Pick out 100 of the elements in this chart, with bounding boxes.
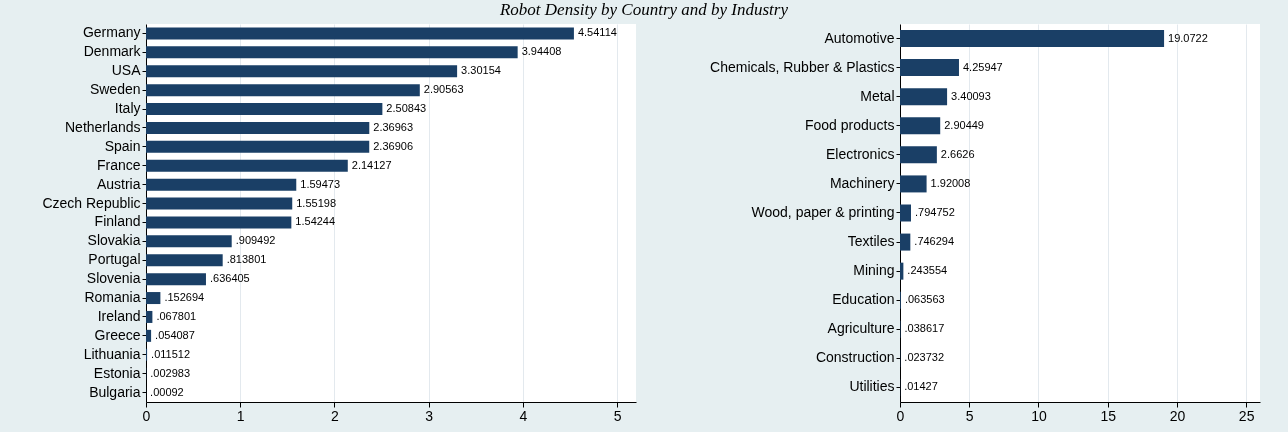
x-tick-label: 20 [1169, 407, 1186, 424]
data-label: 2.6626 [940, 147, 975, 160]
x-tick-label: 3 [425, 407, 434, 424]
bar [900, 233, 911, 251]
data-label: .038617 [904, 322, 945, 335]
y-tick-label: Denmark [83, 43, 142, 60]
data-label: 19.0722 [1168, 31, 1208, 44]
y-tick-label: Slovenia [86, 270, 141, 287]
bar [146, 178, 297, 191]
bar [146, 27, 574, 40]
data-label: 2.14127 [351, 158, 392, 171]
bar [900, 175, 927, 193]
y-tick-label: Machinery [829, 174, 895, 191]
data-label: 1.59473 [300, 177, 341, 190]
y-tick-label: Germany [82, 24, 141, 41]
data-label: .011512 [151, 347, 191, 360]
bar [146, 216, 292, 229]
data-label: 3.30154 [461, 64, 501, 77]
x-tick-label: 10 [1031, 407, 1047, 424]
bar [900, 59, 959, 77]
y-tick-label: Textiles [847, 233, 895, 250]
y-tick-label: Czech Republic [42, 194, 141, 211]
y-tick-label: Finland [94, 213, 141, 230]
y-tick-label: France [96, 156, 141, 173]
chart-title: Robot Density by Country and by Industry [499, 0, 789, 20]
bar [900, 204, 911, 222]
y-tick-label: Sweden [89, 81, 141, 98]
y-tick-label: Ireland [97, 307, 141, 324]
y-tick-label: Lithuania [83, 345, 141, 362]
y-tick-label: Education [832, 291, 895, 308]
data-label: .01427 [904, 380, 938, 393]
data-label: 4.54114 [577, 26, 617, 39]
bar [146, 103, 383, 116]
y-tick-label: Estonia [93, 364, 141, 381]
data-label: 2.36963 [373, 120, 414, 133]
bar [900, 117, 941, 135]
y-tick-label: Portugal [88, 251, 141, 268]
bar [900, 146, 937, 164]
y-tick-label: Chemicals, Rubber & Plastics [710, 58, 895, 75]
x-tick-label: 5 [965, 407, 974, 424]
y-tick-label: Agriculture [827, 320, 895, 337]
bar [146, 84, 420, 97]
x-tick-label: 1 [236, 407, 245, 424]
data-label: 3.40093 [951, 89, 991, 102]
y-tick-label: Metal [860, 87, 895, 104]
bar [146, 197, 293, 210]
y-tick-label: Romania [84, 289, 141, 306]
y-tick-label: Greece [94, 326, 141, 343]
data-label: .067801 [156, 309, 197, 322]
x-tick-label: 5 [613, 407, 622, 424]
bar [146, 159, 348, 172]
data-label: .054087 [155, 328, 195, 341]
bar [146, 310, 153, 323]
data-label: 4.25947 [962, 60, 1003, 73]
data-label: .794752 [915, 206, 955, 218]
x-tick-label: 4 [519, 407, 528, 424]
data-label: .746294 [914, 235, 955, 248]
y-tick-label: Netherlands [65, 118, 141, 135]
y-tick-label: Food products [805, 116, 895, 133]
x-tick-label: 0 [896, 407, 905, 424]
y-tick-label: Austria [96, 175, 141, 192]
bar [146, 121, 370, 134]
y-tick-label: Utilities [849, 378, 895, 395]
x-tick-label: 2 [331, 407, 340, 424]
y-tick-label: Electronics [826, 145, 895, 162]
bar [146, 140, 370, 153]
data-label: 2.50843 [386, 102, 427, 115]
bar [900, 88, 948, 106]
data-label: .243554 [907, 264, 948, 277]
bar [146, 46, 518, 59]
data-label: 3.94408 [521, 45, 562, 58]
data-label: 1.55198 [296, 196, 337, 209]
bar [146, 292, 161, 305]
y-tick-label: Mining [853, 262, 895, 279]
bar [900, 30, 1165, 48]
x-tick-label: 15 [1100, 407, 1117, 424]
data-label: 2.36906 [373, 139, 413, 152]
y-tick-label: Construction [815, 349, 895, 366]
data-label: 1.54244 [295, 215, 336, 228]
y-tick-label: Spain [104, 137, 141, 154]
data-label: .063563 [904, 293, 945, 306]
bar [146, 329, 152, 342]
data-label: .00092 [150, 385, 184, 398]
y-tick-label: Automotive [824, 29, 895, 46]
y-tick-label: Italy [114, 100, 141, 117]
data-label: 2.90449 [944, 118, 984, 131]
data-label: .002983 [150, 366, 191, 379]
y-tick-label: USA [111, 62, 142, 79]
bar [146, 273, 206, 286]
data-label: .636405 [209, 272, 250, 285]
x-tick-label: 0 [142, 407, 151, 424]
bar [146, 235, 232, 248]
y-tick-label: Wood, paper & printing [751, 204, 895, 220]
bar [146, 65, 458, 78]
y-tick-label: Slovakia [87, 232, 141, 249]
data-label: .909492 [235, 234, 276, 247]
bar [146, 254, 223, 267]
data-label: .813801 [226, 253, 267, 266]
data-label: 1.92008 [930, 176, 971, 189]
y-tick-label: Bulgaria [89, 383, 141, 400]
